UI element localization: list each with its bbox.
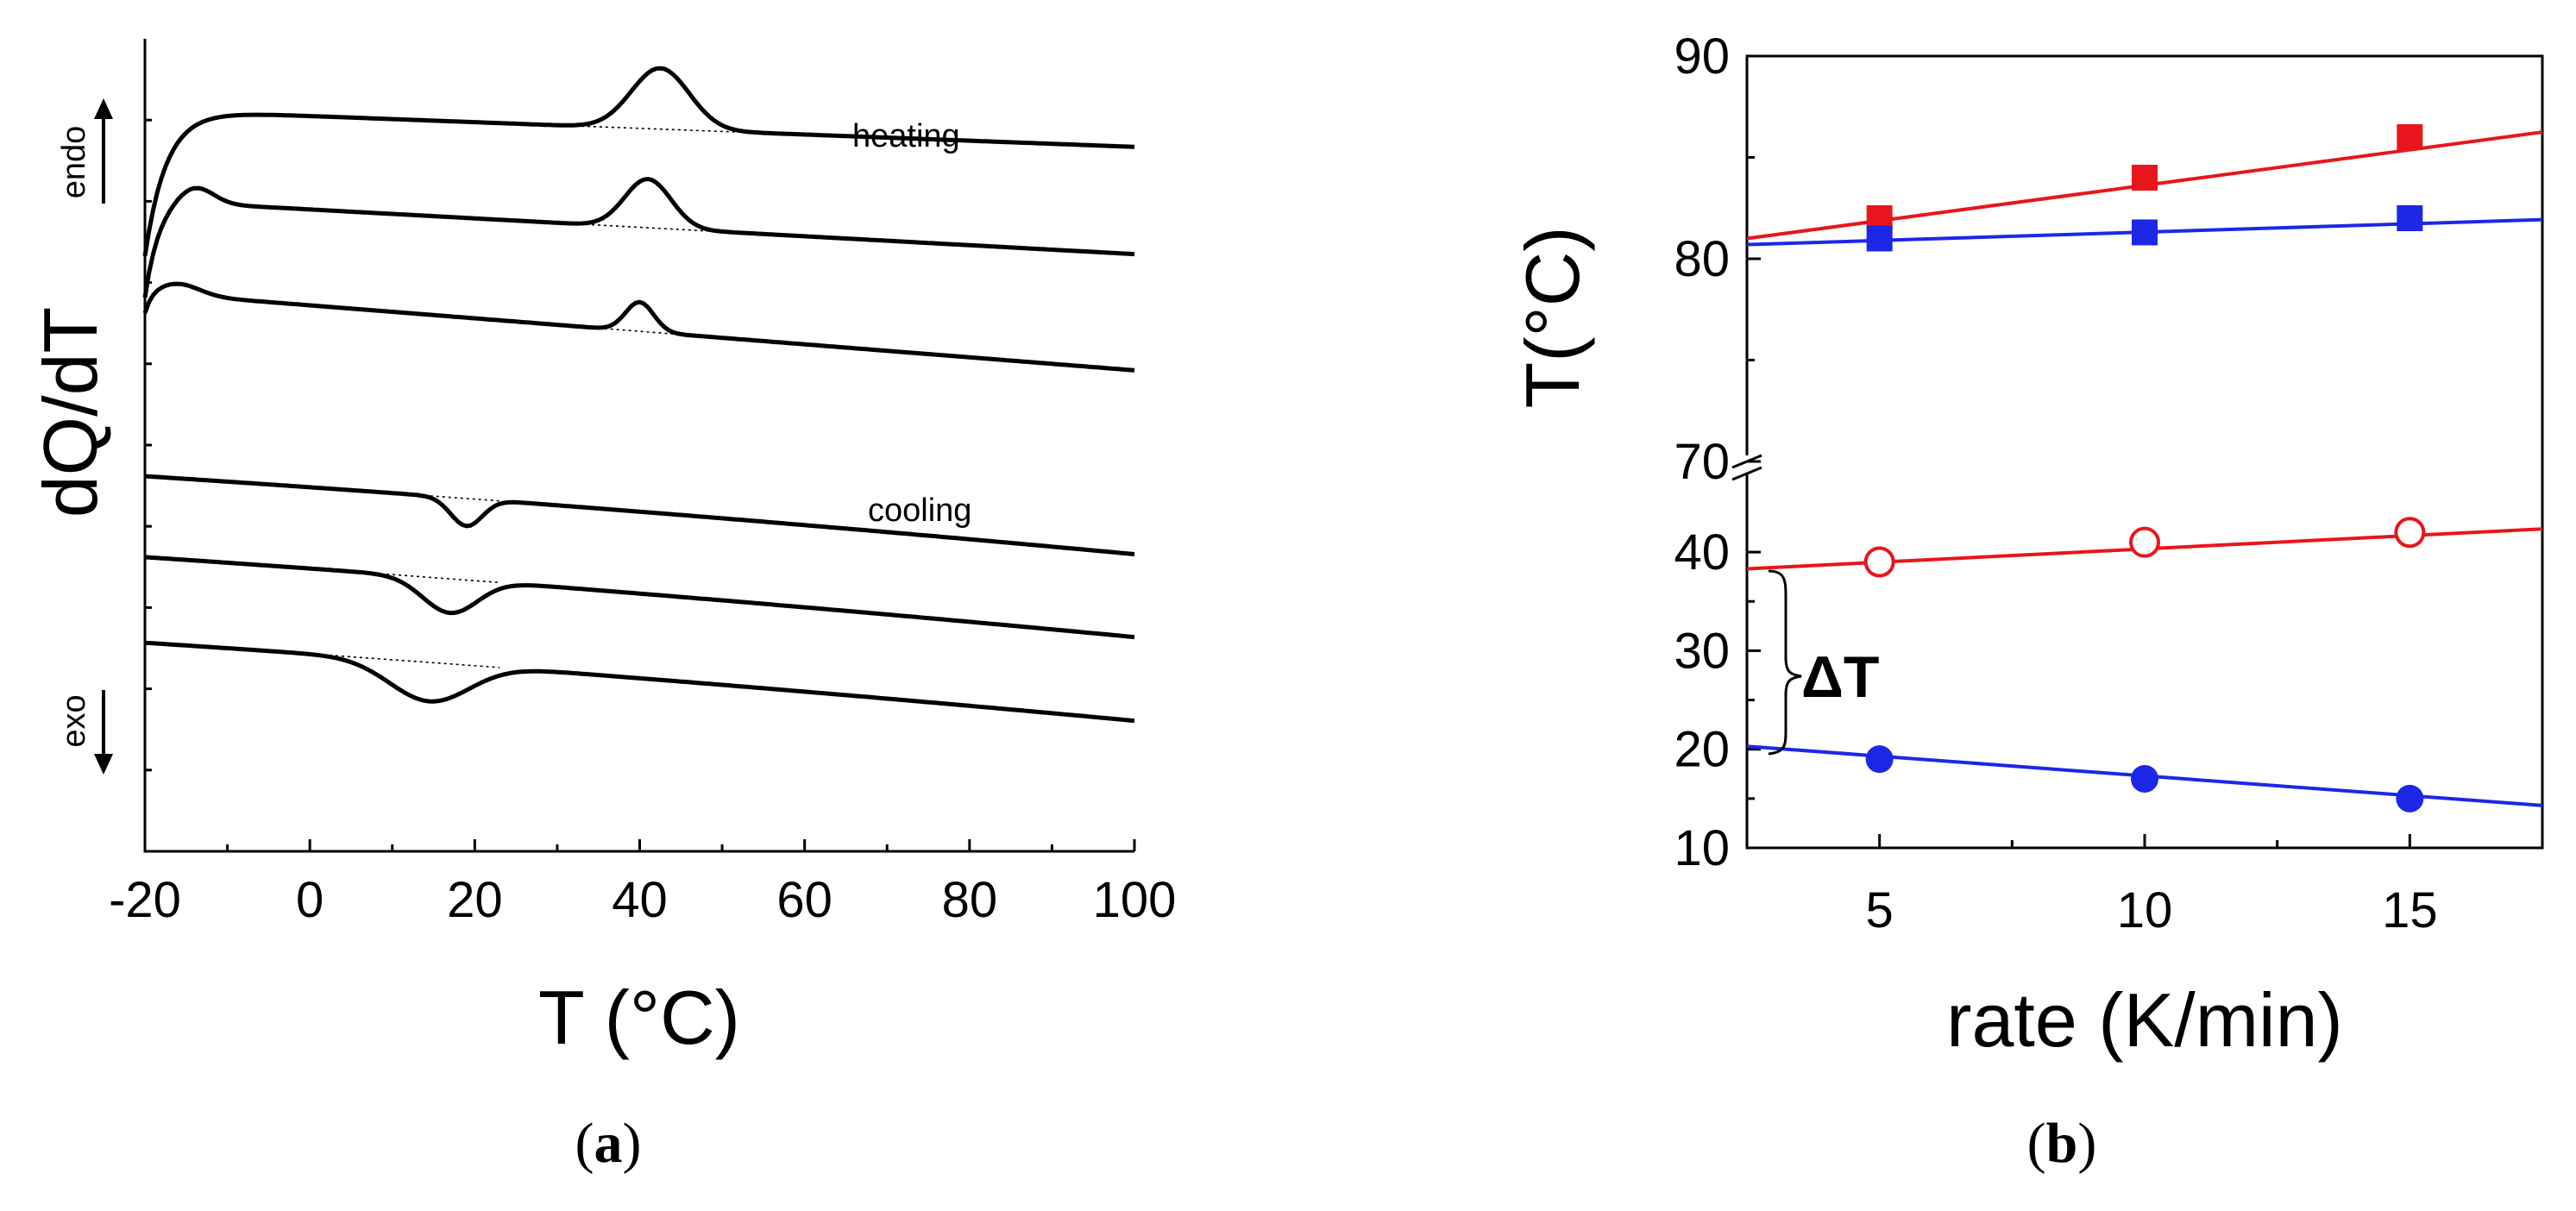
panel-a-y-axis-title: dQ/dT [28, 307, 113, 518]
endo-arrow-icon [94, 98, 113, 204]
panel-b-y-tick-label: 90 [1674, 28, 1730, 85]
point-heating-onset [2397, 205, 2423, 231]
panel-a-x-tick-label: 100 [1093, 872, 1177, 928]
panel-b-data-points [1863, 124, 2426, 813]
panel-a-x-tick-label: 40 [612, 872, 668, 928]
panel-b-label: (b) [2027, 1112, 2097, 1175]
delta-t-label: ΔT [1801, 644, 1879, 710]
panel-b-y-axis-title: T(°C) [1510, 226, 1595, 408]
dsc-curve-cooling-2 [144, 555, 1135, 640]
dsc-curve-cooling-3 [144, 640, 1135, 724]
point-heating-onset [1866, 225, 1893, 252]
exo-arrow-icon [94, 690, 113, 775]
dsc-curve-cooling-1 [144, 474, 1135, 556]
point-melting-peak [2394, 517, 2426, 549]
baseline-cooling-1 [310, 486, 500, 502]
panel-a-x-tick-label: 60 [776, 872, 832, 928]
panel-b-x-axis-title: rate (K/min) [1946, 977, 2343, 1063]
panel-a-x-tick-label: 20 [447, 872, 503, 928]
cooling-label: cooling [868, 493, 971, 529]
panel-b-y-ticks: 10 20 30 40 70 80 90 [1674, 28, 1761, 876]
panel-a-axis-frame [143, 39, 1134, 853]
panel-b-y-tick-label: 10 [1674, 820, 1730, 876]
panel-b-y-tick-label: 20 [1674, 722, 1730, 778]
baseline-cooling-3 [292, 651, 500, 668]
panel-a-x-ticks: -20 0 20 40 60 80 100 [109, 839, 1176, 928]
delta-t-brace [1768, 569, 1802, 756]
exo-label: exo [56, 694, 92, 747]
panel-b-y-tick-label: 70 [1674, 434, 1730, 490]
point-heating-onset [2132, 219, 2158, 246]
panel-a-x-axis-title: T (°C) [538, 975, 740, 1060]
point-crystallization-peak [1865, 745, 1894, 774]
panel-b-x-ticks: 5 10 15 [1866, 834, 2438, 938]
endo-label: endo [56, 126, 92, 199]
panel-a-label: (a) [575, 1112, 642, 1175]
panel-b-y-tick-label: 80 [1674, 231, 1730, 287]
panel-b-x-tick-label: 10 [2117, 882, 2173, 938]
heating-label: heating [852, 118, 960, 154]
point-heating-end [2397, 124, 2423, 150]
point-crystallization-peak [2396, 784, 2424, 813]
panel-a-x-tick-label: 0 [296, 872, 324, 928]
panel-b-x-tick-label: 5 [1866, 882, 1894, 938]
point-crystallization-peak [2131, 764, 2158, 793]
panel-a-y-ticks [145, 118, 152, 772]
dsc-curve-heating-1 [142, 66, 1135, 257]
panel-b-x-tick-label: 15 [2382, 882, 2438, 938]
panel-a-curves [142, 66, 1135, 724]
dsc-curve-heating-2 [142, 177, 1135, 298]
baseline-heating-3 [598, 327, 682, 336]
panel-b-rate-dependence: 10 20 30 40 70 80 90 5 10 15 ΔT rate (K/min) T(°… [1510, 28, 2544, 1175]
dsc-curve-heating-3 [142, 281, 1135, 373]
point-melting-peak [2129, 526, 2160, 558]
baseline-heating-2 [573, 223, 714, 233]
panel-a-x-tick-label: -20 [109, 872, 181, 928]
baseline-heating-1 [556, 124, 739, 133]
point-melting-peak [1863, 546, 1895, 578]
panel-a-dsc-curves: -20 0 20 40 60 80 100 T (°C) dQ/dT heating coo… [28, 39, 1176, 1175]
panel-b-y-tick-label: 40 [1674, 524, 1730, 580]
panel-a-x-tick-label: 80 [942, 872, 998, 928]
baseline-cooling-2 [326, 568, 500, 584]
panel-b-y-tick-label: 30 [1674, 623, 1730, 679]
point-heating-end [2132, 165, 2158, 191]
